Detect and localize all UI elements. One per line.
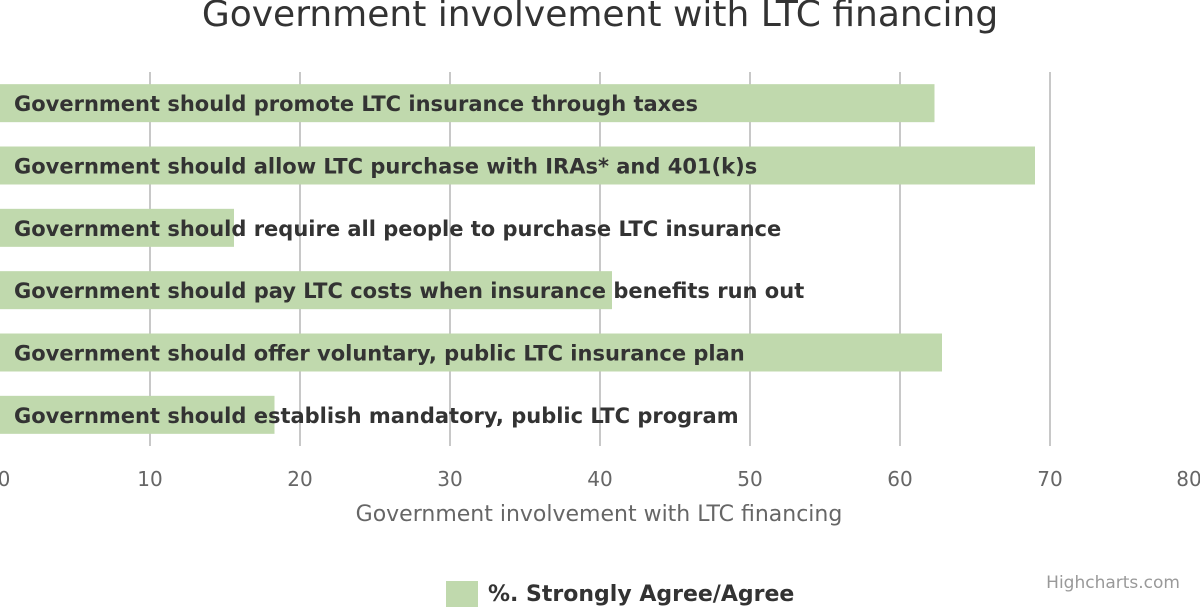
legend[interactable]: %. Strongly Agree/Agree xyxy=(446,579,794,609)
credits-link[interactable]: Highcharts.com xyxy=(1046,573,1180,593)
bar-1[interactable] xyxy=(0,84,935,123)
x-tick-label-60: 60 xyxy=(887,467,912,491)
bar-5[interactable] xyxy=(0,333,942,372)
x-tick-label-70: 70 xyxy=(1037,467,1062,491)
legend-swatch xyxy=(446,581,478,607)
x-axis-ticks: 0 10 20 30 40 50 60 70 80 xyxy=(0,467,1200,491)
bar-label-2: Government should allow LTC purchase wit… xyxy=(14,155,757,179)
bar-2[interactable] xyxy=(0,146,1035,185)
x-tick-label-20: 20 xyxy=(287,467,312,491)
bar-6[interactable] xyxy=(0,395,275,434)
x-tick-label-0: 0 xyxy=(0,467,10,491)
x-tick-label-80: 80 xyxy=(1176,467,1200,491)
x-tick-label-50: 50 xyxy=(737,467,762,491)
bar-4[interactable] xyxy=(0,271,612,310)
chart-title: Government involvement with LTC financin… xyxy=(201,0,999,35)
bar-label-3: Government should require all people to … xyxy=(14,217,781,241)
bar-label-4: Government should pay LTC costs when ins… xyxy=(14,279,804,303)
x-axis-title: Government involvement with LTC financin… xyxy=(356,502,843,527)
x-tick-label-30: 30 xyxy=(437,467,462,491)
bar-3[interactable] xyxy=(0,208,234,247)
gridlines xyxy=(149,72,1051,446)
x-tick-label-10: 10 xyxy=(137,467,162,491)
legend-label: %. Strongly Agree/Agree xyxy=(488,581,795,607)
x-tick-label-40: 40 xyxy=(587,467,612,491)
bar-label-5: Government should offer voluntary, publi… xyxy=(14,342,745,366)
bar-label-1: Government should promote LTC insurance … xyxy=(14,92,698,116)
bar-label-6: Government should establish mandatory, p… xyxy=(14,404,739,428)
bars xyxy=(0,84,1035,434)
bar-labels: Government should promote LTC insurance … xyxy=(14,92,804,428)
